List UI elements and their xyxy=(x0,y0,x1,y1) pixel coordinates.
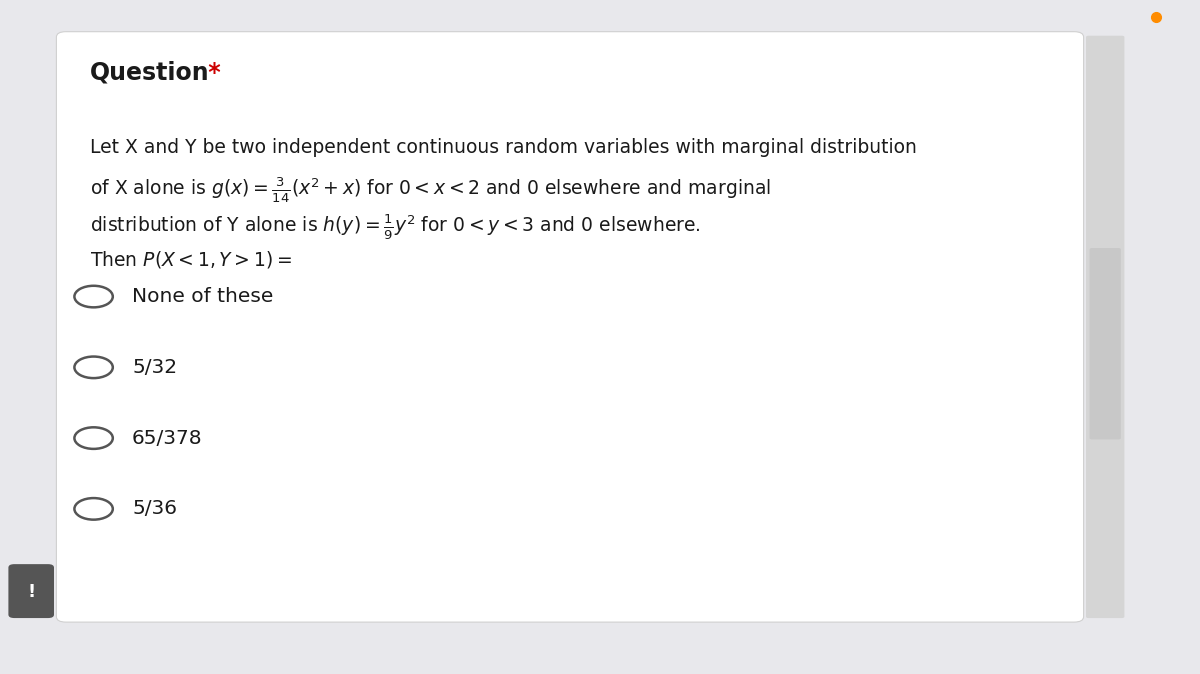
FancyBboxPatch shape xyxy=(1090,248,1121,439)
Text: of X alone is $g(x) = \frac{3}{14}(x^2 + x)$ for $0 < x < 2$ and 0 elsewhere and: of X alone is $g(x) = \frac{3}{14}(x^2 +… xyxy=(90,175,770,205)
FancyBboxPatch shape xyxy=(56,32,1084,622)
Text: *: * xyxy=(200,61,221,85)
Text: Let X and Y be two independent continuous random variables with marginal distrib: Let X and Y be two independent continuou… xyxy=(90,138,917,157)
Text: None of these: None of these xyxy=(132,287,274,306)
FancyBboxPatch shape xyxy=(1086,36,1124,618)
Text: 5/32: 5/32 xyxy=(132,358,178,377)
FancyBboxPatch shape xyxy=(8,564,54,618)
Text: Then $P(X < 1, Y > 1) =$: Then $P(X < 1, Y > 1) =$ xyxy=(90,249,292,270)
Text: !: ! xyxy=(28,583,35,601)
Text: 65/378: 65/378 xyxy=(132,429,203,448)
Text: 5/36: 5/36 xyxy=(132,499,178,518)
Text: Question: Question xyxy=(90,61,210,85)
Text: distribution of Y alone is $h(y) = \frac{1}{9}y^2$ for $0 < y < 3$ and 0 elsewhe: distribution of Y alone is $h(y) = \frac… xyxy=(90,212,701,242)
